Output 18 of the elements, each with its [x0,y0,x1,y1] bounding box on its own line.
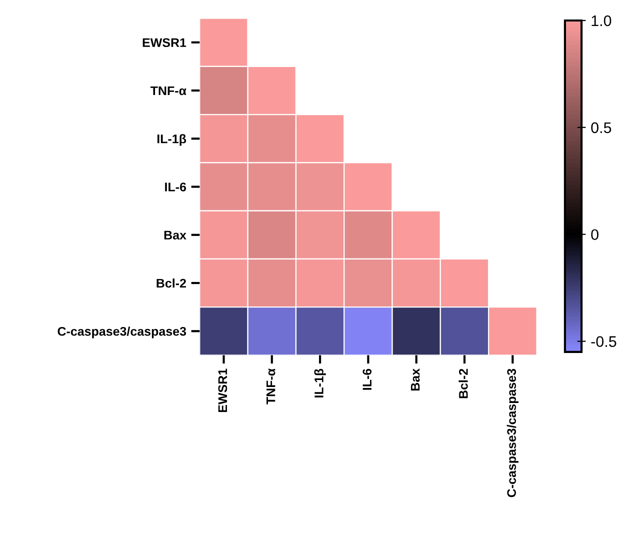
y-tick-label: C-caspase3/caspase3 [58,326,186,338]
y-tick-label: Bcl-2 [156,278,186,288]
y-tick-label: EWSR1 [142,38,186,48]
color-bar-label: 0 [591,229,598,240]
x-tick-label: TNF-α [266,368,276,404]
y-tick-label: Bax [164,230,186,240]
x-tick-label: IL-6 [362,368,372,390]
x-tick-label: Bcl-2 [458,368,468,398]
x-tick-label: C-caspase3/caspase3 [506,368,518,498]
y-tick-label: IL-6 [165,182,186,192]
x-tick-label: Bax [410,368,420,390]
color-bar-label: -0.5 [591,336,616,347]
y-tick-label: TNF-α [150,86,186,96]
color-bar-label: 0.5 [591,122,612,134]
y-tick-label: IL-1β [157,134,186,146]
x-tick-label: IL-1β [314,368,326,398]
x-tick-label: EWSR1 [218,368,228,412]
color-bar-label: 1.0 [592,15,612,26]
